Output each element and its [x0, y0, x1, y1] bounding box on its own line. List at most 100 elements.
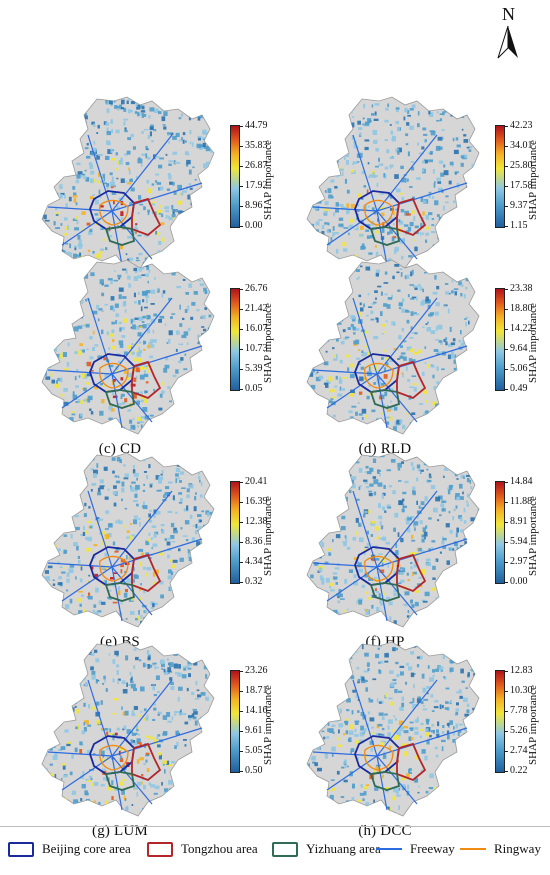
freeway-line	[376, 373, 418, 423]
freeway-line	[111, 210, 123, 266]
colorbar-tick-label: 26.76	[245, 283, 268, 294]
colorbar-tick-label: 17.58	[510, 180, 533, 191]
shap-map-hp	[306, 452, 480, 628]
freeway-line	[61, 373, 113, 409]
colorbar-tick-label: 23.26	[245, 665, 268, 676]
freeway-line	[352, 134, 378, 212]
colorbar-tickmark	[239, 482, 243, 483]
colorbar-tickmark	[504, 542, 508, 543]
tongzhou-area-boundary	[131, 360, 162, 400]
colorbar-tick-label: 42.23	[510, 120, 533, 131]
colorbar-tick-label: 14.16	[245, 705, 268, 716]
freeway-line	[376, 679, 438, 757]
colorbar-tick-label: 0.22	[510, 765, 528, 776]
shap-map-rd	[41, 96, 215, 272]
colorbar-tickmark	[239, 369, 243, 370]
municipal-boundary	[306, 96, 480, 272]
shap-map-dcc	[306, 641, 480, 817]
freeway-line	[352, 490, 378, 568]
freeway-line	[111, 210, 153, 260]
freeway-line	[87, 297, 113, 375]
legend-item-core: Beijing core area	[8, 839, 131, 859]
freeway-line	[87, 134, 113, 212]
yizhuang-area-boundary	[369, 771, 401, 791]
panel-caption: (g) LUM	[92, 823, 148, 839]
shap-map-lum	[41, 641, 215, 817]
colorbar-tickmark	[239, 289, 243, 290]
map-panel-rd: 44.79 35.83 26.87 17.92 8.96 0.00 SHAP importa…	[0, 95, 275, 301]
map-panel-rld: 23.38 18.80 14.22 9.64 5.06 0.49 SHAP importan…	[265, 258, 540, 464]
colorbar-tick-label: 5.39	[245, 363, 263, 374]
colorbar-dcc	[495, 670, 505, 773]
colorbar-tickmark	[504, 289, 508, 290]
colorbar-tickmark	[239, 309, 243, 310]
freeway-line	[61, 210, 113, 246]
colorbar-tick-label: 5.26	[510, 725, 528, 736]
colorbar-tickmark	[504, 691, 508, 692]
colorbar-tick-label: 0.00	[245, 220, 263, 231]
panel-caption: (c) CD	[98, 441, 142, 457]
colorbar-tick-label: 18.71	[245, 685, 268, 696]
colorbar-bs	[230, 481, 240, 584]
yizhuang-area-boundary	[104, 226, 136, 246]
colorbar-tickmark	[504, 166, 508, 167]
map-panel-bs: 20.41 16.39 12.38 8.36 4.34 0.32 SHAP importan…	[0, 451, 275, 657]
freeway-line	[376, 755, 388, 811]
map-panel-hp: 14.84 11.88 8.91 5.94 2.97 0.00 SHAP importanc…	[265, 451, 540, 657]
colorbar-tick-label: 9.64	[510, 343, 528, 354]
freeway-line	[47, 206, 113, 212]
freeway-line	[47, 751, 113, 757]
north-label: N	[502, 4, 515, 24]
legend-label-ringway: Ringway	[494, 841, 541, 856]
colorbar-tick-label: 8.91	[510, 516, 528, 527]
yizhuang-area-boundary	[369, 389, 401, 409]
legend-label-core: Beijing core area	[42, 841, 131, 856]
colorbar-tickmark	[239, 389, 243, 390]
colorbar-tickmark	[239, 691, 243, 692]
colorbar-tickmark	[504, 309, 508, 310]
colorbar-tickmark	[239, 166, 243, 167]
shap-map-bs	[41, 452, 215, 628]
freeway-line	[111, 373, 123, 429]
colorbar-tickmark	[239, 226, 243, 227]
map-legend: Beijing core area Tongzhou area Yizhuang…	[0, 826, 550, 875]
colorbar-tick-label: 4.34	[245, 556, 263, 567]
core-area-boundary	[354, 546, 400, 586]
colorbar-tickmark	[504, 771, 508, 772]
freeway-line	[352, 297, 378, 375]
tongzhou-area-swatch	[147, 841, 173, 857]
colorbar-tickmark	[239, 329, 243, 330]
colorbar-tick-label: 25.80	[510, 160, 533, 171]
colorbar-tickmark	[504, 206, 508, 207]
colorbar-tick-label: 8.36	[245, 536, 263, 547]
colorbar-tickmark	[239, 502, 243, 503]
core-area-boundary	[89, 353, 135, 393]
colorbar-tickmark	[239, 771, 243, 772]
colorbar-tickmark	[504, 522, 508, 523]
ringway-line	[99, 555, 129, 582]
freeway-line	[111, 134, 173, 212]
tongzhou-area-boundary	[131, 553, 162, 593]
yizhuang-area-boundary	[369, 226, 401, 246]
colorbar-tick-label: 11.88	[510, 496, 533, 507]
colorbar-tickmark	[504, 751, 508, 752]
shap-map-lui	[306, 96, 480, 272]
freeway-line	[87, 490, 113, 568]
legend-item-yizhuang: Yizhuang area	[272, 839, 381, 859]
colorbar-tickmark	[239, 671, 243, 672]
ringway-line	[99, 744, 129, 771]
freeway-line	[111, 373, 153, 423]
map-panel-dcc: 12.83 10.30 7.78 5.26 2.74 0.22 SHAP importanc…	[265, 640, 540, 846]
colorbar-tick-label: 34.01	[510, 140, 533, 151]
core-area-boundary	[354, 353, 400, 393]
map-panel-cd: 26.76 21.42 16.07 10.73 5.39 0.05 SHAP importa…	[0, 258, 275, 464]
colorbar-hp	[495, 481, 505, 584]
ringway-line	[99, 199, 129, 226]
colorbar-lum	[230, 670, 240, 773]
colorbar-tickmark	[504, 369, 508, 370]
colorbar-tick-label: 5.06	[510, 363, 528, 374]
colorbar-tickmark	[504, 502, 508, 503]
north-arrow: N	[492, 4, 532, 64]
colorbar-tick-label: 20.41	[245, 476, 268, 487]
colorbar-tick-label: 0.50	[245, 765, 263, 776]
